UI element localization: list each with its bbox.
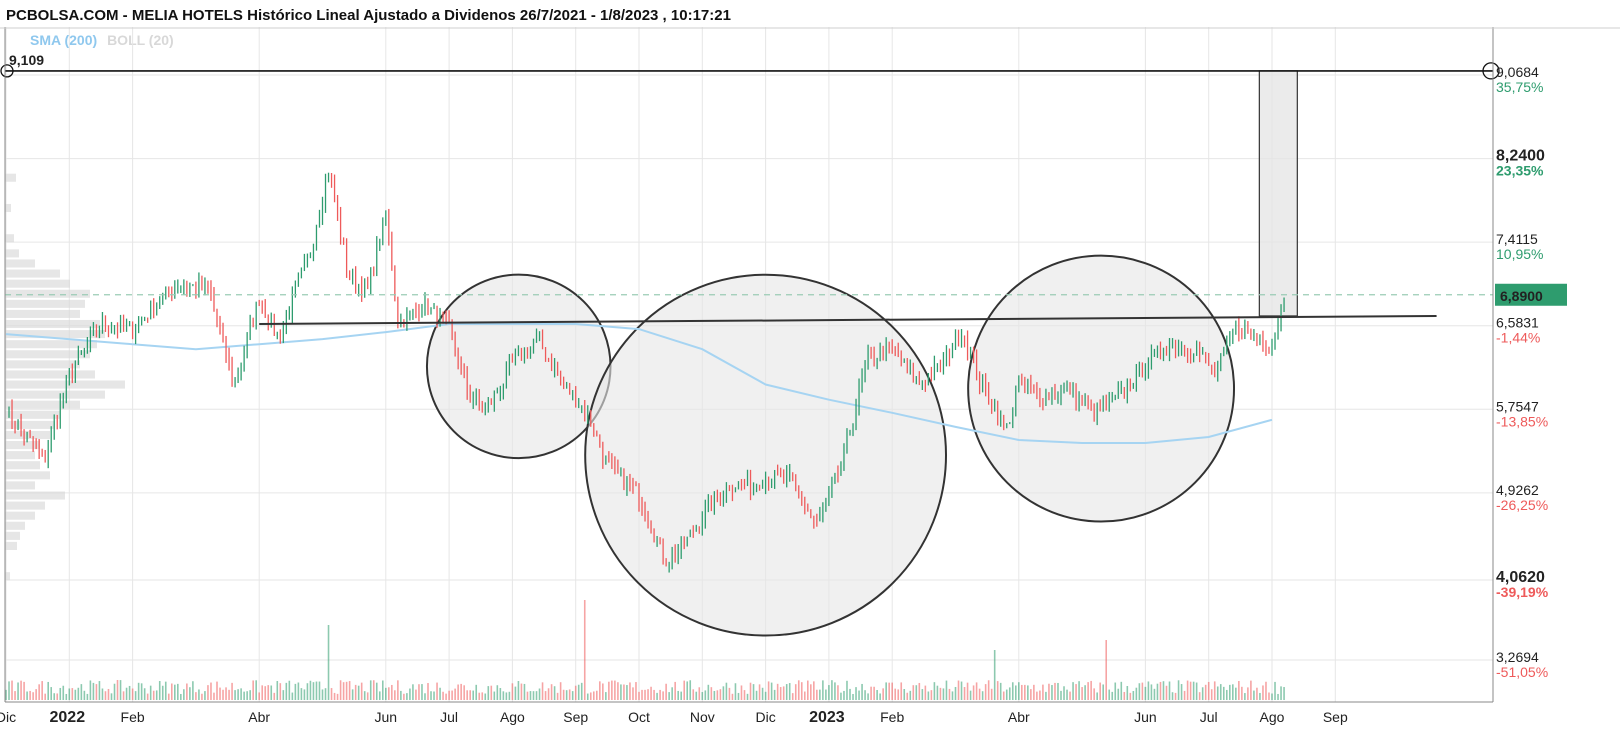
volume-profile-bar	[5, 541, 17, 550]
y-tick-label: 3,2694	[1496, 649, 1539, 665]
x-tick-label: Jun	[375, 709, 398, 725]
price-candles	[8, 172, 1285, 573]
y-tick-pct: -39,19%	[1496, 584, 1549, 600]
volume-profile-bar	[5, 410, 60, 419]
sma-200-group	[5, 323, 1273, 444]
y-tick-pct: -1,44%	[1496, 330, 1540, 346]
x-tick-label: Dic	[755, 709, 775, 725]
volume-profile-bar	[5, 289, 90, 298]
x-tick-label: Jul	[1200, 709, 1218, 725]
volume-profile-bar	[5, 481, 35, 490]
volume-profile-bar	[5, 471, 50, 480]
volume-profile-bar	[5, 173, 16, 182]
volume-profile-bar	[5, 340, 97, 349]
y-tick-pct: -26,25%	[1496, 497, 1548, 513]
volume-profile-bar	[5, 420, 55, 429]
volume-profile	[5, 173, 125, 581]
pattern-circle	[967, 254, 1236, 523]
volume-profile-bar	[5, 390, 105, 399]
target-handle-right	[1482, 62, 1500, 80]
x-tick-label: Sep	[1323, 709, 1348, 725]
volume-profile-bar	[5, 491, 65, 500]
boll-legend-label[interactable]: BOLL (20)	[107, 32, 174, 48]
neckline	[259, 314, 1437, 326]
volume-bars	[5, 600, 1285, 700]
volume-profile-bar	[5, 400, 80, 409]
x-tick-label: Feb	[121, 709, 145, 725]
annotation-lines	[0, 62, 1500, 326]
axes	[0, 27, 1620, 703]
volume-profile-bar	[5, 360, 80, 369]
y-tick-label: 4,0620	[1496, 569, 1545, 586]
volume-profile-bar	[5, 521, 25, 530]
volume-profile-bar	[5, 319, 100, 329]
y-tick-label: 5,7547	[1496, 398, 1539, 414]
target-handle-left	[0, 64, 14, 78]
sma-200-line	[5, 323, 1273, 444]
y-tick-label: 7,4115	[1496, 231, 1538, 247]
chart-title: PCBOLSA.COM - MELIA HOTELS Histórico Lin…	[6, 7, 731, 24]
x-tick-label: 2022	[50, 709, 86, 726]
y-tick-pct: 23,35%	[1496, 163, 1544, 179]
volume-profile-bar	[5, 279, 70, 288]
volume-profile-bar	[5, 451, 35, 460]
x-tick-label: Ago	[500, 709, 525, 725]
x-tick-label: Feb	[880, 709, 904, 725]
volume-profile-bar	[5, 511, 35, 520]
volume-profile-bar	[5, 269, 60, 278]
x-tick-label: Sep	[563, 709, 588, 725]
y-tick-pct: -13,85%	[1496, 413, 1548, 429]
volume-profile-bar	[5, 234, 14, 243]
volume-profile-bar	[5, 249, 19, 258]
y-tick-pct: 35,75%	[1496, 79, 1543, 95]
projection-box-group	[1258, 70, 1298, 317]
pattern-circle	[425, 273, 612, 460]
last-price-tag	[1495, 283, 1567, 306]
x-tick-label: 2023	[809, 709, 845, 726]
volume-profile-bar	[5, 309, 80, 318]
volume-profile-bar	[5, 203, 11, 213]
volume-profile-bar	[5, 370, 95, 379]
volume-profile-bar	[5, 380, 125, 389]
volume-profile-bar	[5, 441, 40, 450]
volume-profile-bar	[5, 461, 40, 470]
x-tick-label: Ago	[1260, 709, 1285, 725]
target-level-label: 9,109	[9, 52, 44, 68]
sma-legend-label[interactable]: SMA (200)	[30, 32, 98, 48]
indicator-legend: SMA (200) BOLL (20)	[30, 32, 174, 48]
volume-profile-bar	[5, 501, 45, 510]
volume-profile-bar	[5, 259, 35, 268]
y-tick-pct: -51,05%	[1496, 664, 1548, 680]
x-tick-label: Dic	[0, 709, 16, 725]
y-tick-label: 4,9262	[1496, 482, 1539, 498]
x-tick-label: Jul	[440, 709, 458, 725]
volume-profile-bar	[5, 350, 90, 359]
y-tick-label: 8,2400	[1496, 148, 1545, 165]
y-tick-pct: 10,95%	[1496, 246, 1543, 262]
x-tick-label: Abr	[1008, 709, 1030, 725]
last-price-label: 6,8900	[1500, 288, 1543, 304]
y-tick-label: 9,0684	[1496, 64, 1539, 80]
y-tick-label: 6,5831	[1496, 315, 1539, 331]
pattern-circles	[425, 254, 1236, 637]
volume-profile-bar	[5, 531, 20, 540]
projection-box	[1258, 70, 1298, 317]
x-tick-label: Nov	[690, 709, 715, 725]
volume-profile-bar	[5, 299, 85, 308]
x-tick-label: Oct	[628, 709, 650, 725]
x-tick-label: Abr	[248, 709, 270, 725]
volume-profile-bar	[5, 572, 10, 581]
x-tick-label: Jun	[1134, 709, 1157, 725]
volume-profile-bar	[5, 330, 105, 339]
